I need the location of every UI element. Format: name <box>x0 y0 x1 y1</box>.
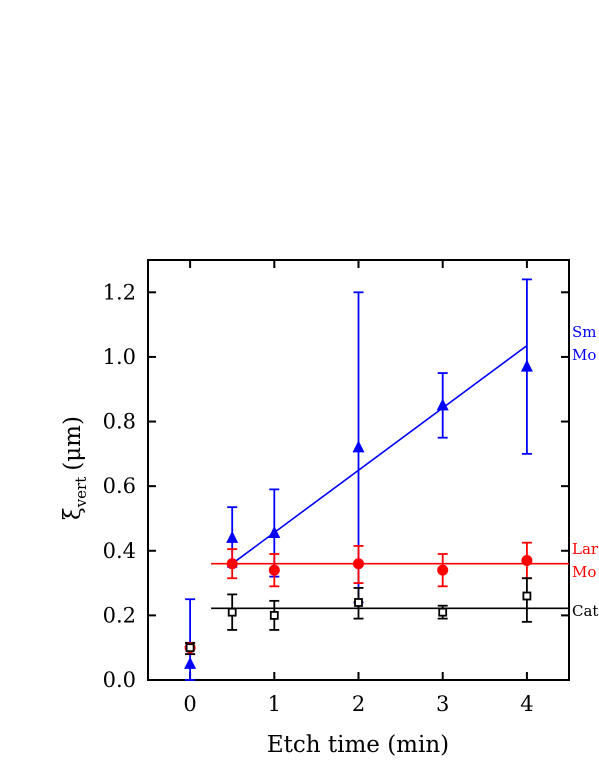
data-point <box>226 530 239 543</box>
error-bars <box>185 278 532 681</box>
y-tick-label: 0.8 <box>103 410 136 434</box>
data-point <box>520 359 533 372</box>
data-point <box>268 564 280 576</box>
series-labels: Sm Mo Lar Mo Cat <box>572 323 599 620</box>
data-point <box>184 656 197 669</box>
data-point <box>521 554 533 566</box>
data-point <box>353 558 364 570</box>
data-point <box>438 607 448 617</box>
series-label: Sm <box>572 323 597 341</box>
y-tick-label: 0.2 <box>103 603 136 627</box>
y-tick-label: 0.6 <box>103 474 136 498</box>
data-point <box>522 591 532 601</box>
x-tick-label: 2 <box>352 692 365 716</box>
y-axis-subscript: vert <box>72 477 90 509</box>
x-tick-label: 3 <box>436 692 449 716</box>
series-label: Mo <box>572 563 596 581</box>
series-label: Cat <box>572 602 598 620</box>
data-point <box>352 440 365 453</box>
axes: 0 1 2 3 4 0.0 0.2 0.4 0.6 0.8 1.0 1.2 <box>103 260 569 716</box>
y-tick-label: 0.4 <box>103 539 136 563</box>
x-tick-label: 4 <box>520 692 533 716</box>
series-label: Mo <box>572 346 596 364</box>
y-axis-title: ξvert (μm) <box>60 416 90 520</box>
y-tick-label: 1.0 <box>103 345 136 369</box>
y-axis-unit: (μm) <box>60 416 86 471</box>
series-label: Lar <box>572 540 599 558</box>
data-point <box>354 598 363 607</box>
fit-line <box>231 344 528 565</box>
y-axis-symbol: ξ <box>60 507 86 520</box>
data-point <box>226 558 238 570</box>
data-point <box>185 643 195 653</box>
x-tick-label: 1 <box>268 692 281 716</box>
x-axis-title: Etch time (min) <box>267 732 449 758</box>
data-markers <box>184 359 533 669</box>
x-tick-label: 0 <box>183 692 196 716</box>
data-point <box>437 564 449 576</box>
fit-lines <box>211 344 569 610</box>
y-tick-label: 0.0 <box>103 668 136 692</box>
y-tick-label: 1.2 <box>103 280 136 304</box>
data-point <box>227 607 237 617</box>
data-point <box>436 398 449 411</box>
data-point <box>268 526 281 538</box>
data-point <box>269 610 279 620</box>
